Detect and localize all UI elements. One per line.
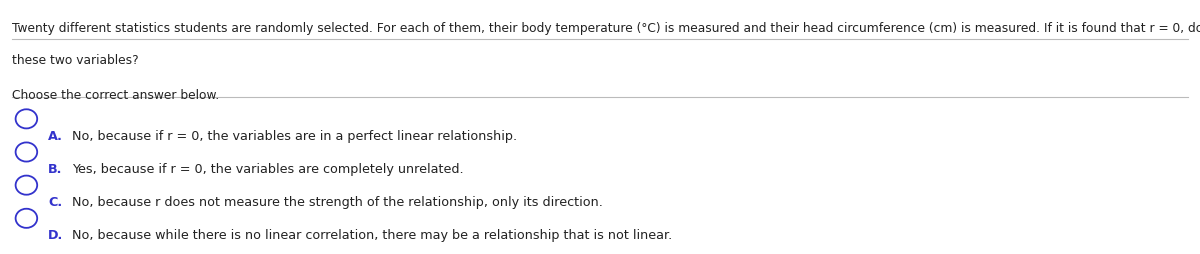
Text: Yes, because if r = 0, the variables are completely unrelated.: Yes, because if r = 0, the variables are… <box>72 163 463 176</box>
Text: C.: C. <box>48 196 62 209</box>
Text: No, because while there is no linear correlation, there may be a relationship th: No, because while there is no linear cor… <box>72 229 672 242</box>
Text: Choose the correct answer below.: Choose the correct answer below. <box>12 89 220 102</box>
Text: A.: A. <box>48 130 62 142</box>
Text: Twenty different statistics students are randomly selected. For each of them, th: Twenty different statistics students are… <box>12 22 1200 35</box>
Text: D.: D. <box>48 229 64 242</box>
Text: No, because if r = 0, the variables are in a perfect linear relationship.: No, because if r = 0, the variables are … <box>72 130 517 142</box>
Text: these two variables?: these two variables? <box>12 53 139 66</box>
Text: B.: B. <box>48 163 62 176</box>
Text: No, because r does not measure the strength of the relationship, only its direct: No, because r does not measure the stren… <box>72 196 602 209</box>
